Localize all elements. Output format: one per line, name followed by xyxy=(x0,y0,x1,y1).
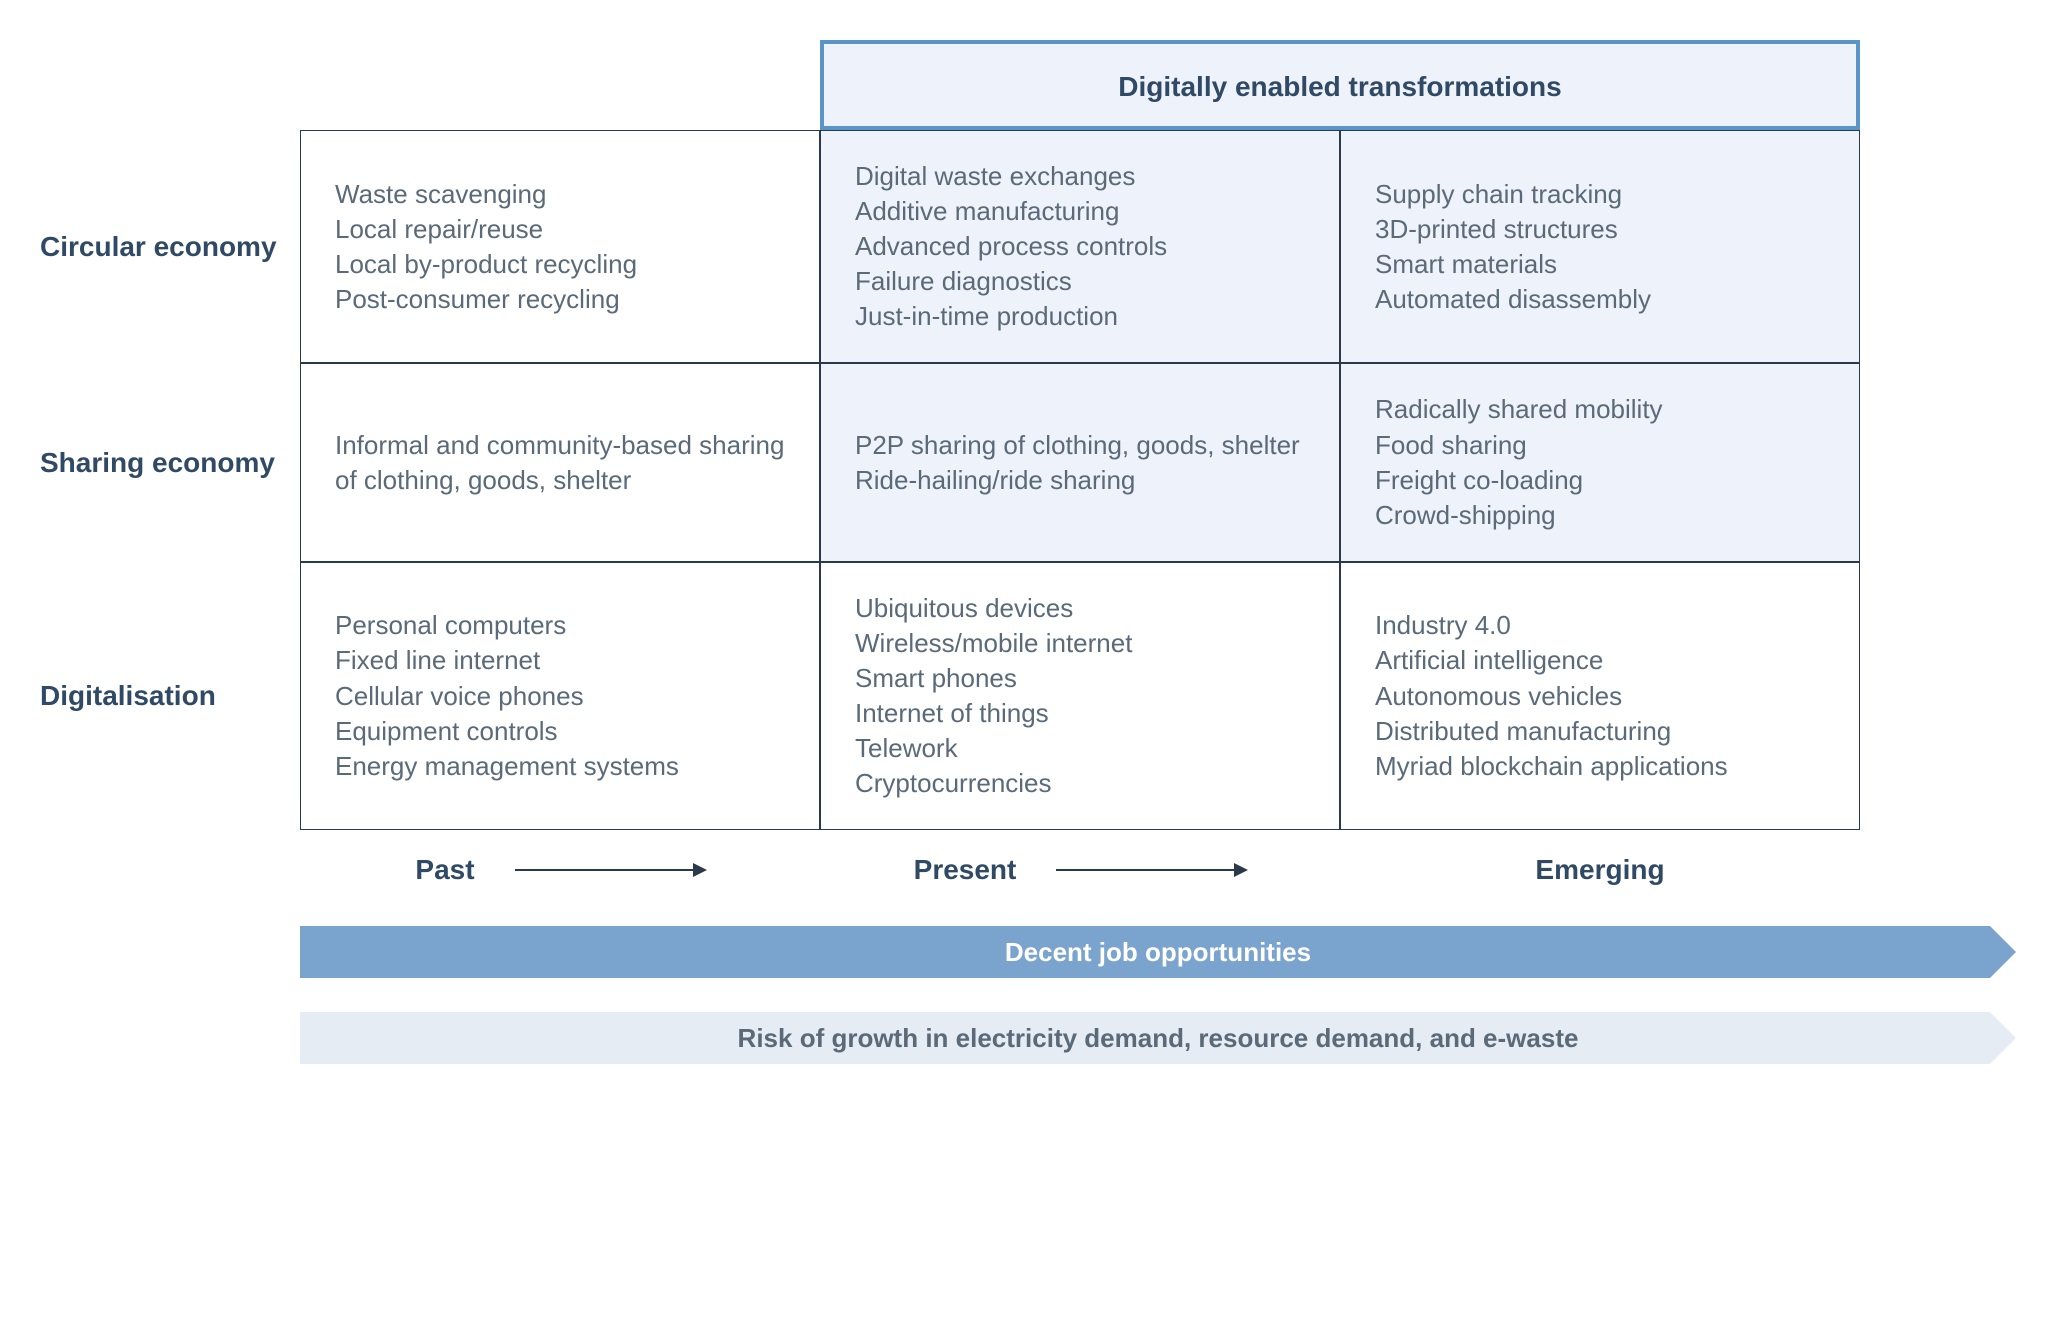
blank-corner xyxy=(40,40,300,130)
cell-line: Supply chain tracking xyxy=(1375,177,1825,212)
row-label: Digitalisation xyxy=(40,562,300,831)
cell-line: Internet of things xyxy=(855,696,1305,731)
cell-line: Wireless/mobile internet xyxy=(855,626,1305,661)
header-title-text: Digitally enabled transformations xyxy=(1118,71,1561,103)
cell-line: Advanced process controls xyxy=(855,229,1305,264)
cell-line: Industry 4.0 xyxy=(1375,608,1825,643)
row-label: Sharing economy xyxy=(40,363,300,561)
table-cell: Industry 4.0Artificial intelligenceAuton… xyxy=(1340,562,1860,831)
cell-line: Digital waste exchanges xyxy=(855,159,1305,194)
band-label: Risk of growth in electricity demand, re… xyxy=(738,1023,1579,1054)
blank-header-past xyxy=(300,40,820,130)
timeline-label-past: Past xyxy=(415,854,474,886)
cell-line: Freight co-loading xyxy=(1375,463,1825,498)
table-cell: Supply chain tracking3D-printed structur… xyxy=(1340,130,1860,363)
row-label: Circular economy xyxy=(40,130,300,363)
cell-line: Local repair/reuse xyxy=(335,212,785,247)
bands: Decent job opportunities Risk of growth … xyxy=(40,926,2016,1064)
cell-line: Local by-product recycling xyxy=(335,247,785,282)
table-cell: Radically shared mobilityFood sharingFre… xyxy=(1340,363,1860,561)
cell-line: Informal and community-based sharing of … xyxy=(335,428,785,498)
cell-line: Artificial intelligence xyxy=(1375,643,1825,678)
table-cell: Personal computersFixed line internetCel… xyxy=(300,562,820,831)
cell-line: Equipment controls xyxy=(335,714,785,749)
cell-line: Automated disassembly xyxy=(1375,282,1825,317)
cell-line: Cellular voice phones xyxy=(335,679,785,714)
cell-line: Energy management systems xyxy=(335,749,785,784)
table-cell: P2P sharing of clothing, goods, shelterR… xyxy=(820,363,1340,561)
cell-line: Food sharing xyxy=(1375,428,1825,463)
cell-line: Distributed manufacturing xyxy=(1375,714,1825,749)
header-title: Digitally enabled transformations xyxy=(820,40,1860,130)
arrowhead-icon xyxy=(1990,926,2016,978)
cell-line: Autonomous vehicles xyxy=(1375,679,1825,714)
cell-line: Cryptocurrencies xyxy=(855,766,1305,801)
cell-line: Radically shared mobility xyxy=(1375,392,1825,427)
cell-line: Ride-hailing/ride sharing xyxy=(855,463,1305,498)
cell-line: Smart phones xyxy=(855,661,1305,696)
band-risk: Risk of growth in electricity demand, re… xyxy=(300,1012,2016,1064)
timeline-label-present: Present xyxy=(914,854,1017,886)
cell-line: Personal computers xyxy=(335,608,785,643)
timeline-past: Past xyxy=(300,854,820,886)
table-cell: Waste scavengingLocal repair/reuseLocal … xyxy=(300,130,820,363)
timeline-emerging: Emerging xyxy=(1340,854,1860,886)
cell-line: Fixed line internet xyxy=(335,643,785,678)
timeline: Past Present Emerging xyxy=(40,854,2016,886)
cell-line: Smart materials xyxy=(1375,247,1825,282)
cell-line: 3D-printed structures xyxy=(1375,212,1825,247)
cell-line: Additive manufacturing xyxy=(855,194,1305,229)
arrowhead-icon xyxy=(1990,1012,2016,1064)
cell-line: Telework xyxy=(855,731,1305,766)
band-jobs: Decent job opportunities xyxy=(300,926,2016,978)
cell-line: Crowd-shipping xyxy=(1375,498,1825,533)
arrow-icon xyxy=(515,869,705,871)
main-grid: Digitally enabled transformations Circul… xyxy=(40,40,2016,830)
arrow-icon xyxy=(1056,869,1246,871)
timeline-label-emerging: Emerging xyxy=(1535,854,1664,886)
table-cell: Digital waste exchangesAdditive manufact… xyxy=(820,130,1340,363)
diagram-root: Digitally enabled transformations Circul… xyxy=(40,40,2016,1064)
table-cell: Informal and community-based sharing of … xyxy=(300,363,820,561)
cell-line: Myriad blockchain applications xyxy=(1375,749,1825,784)
timeline-present: Present xyxy=(820,854,1340,886)
cell-line: P2P sharing of clothing, goods, shelter xyxy=(855,428,1305,463)
cell-line: Waste scavenging xyxy=(335,177,785,212)
band-label: Decent job opportunities xyxy=(1005,937,1311,968)
cell-line: Post-consumer recycling xyxy=(335,282,785,317)
cell-line: Just-in-time production xyxy=(855,299,1305,334)
cell-line: Failure diagnostics xyxy=(855,264,1305,299)
table-cell: Ubiquitous devicesWireless/mobile intern… xyxy=(820,562,1340,831)
cell-line: Ubiquitous devices xyxy=(855,591,1305,626)
